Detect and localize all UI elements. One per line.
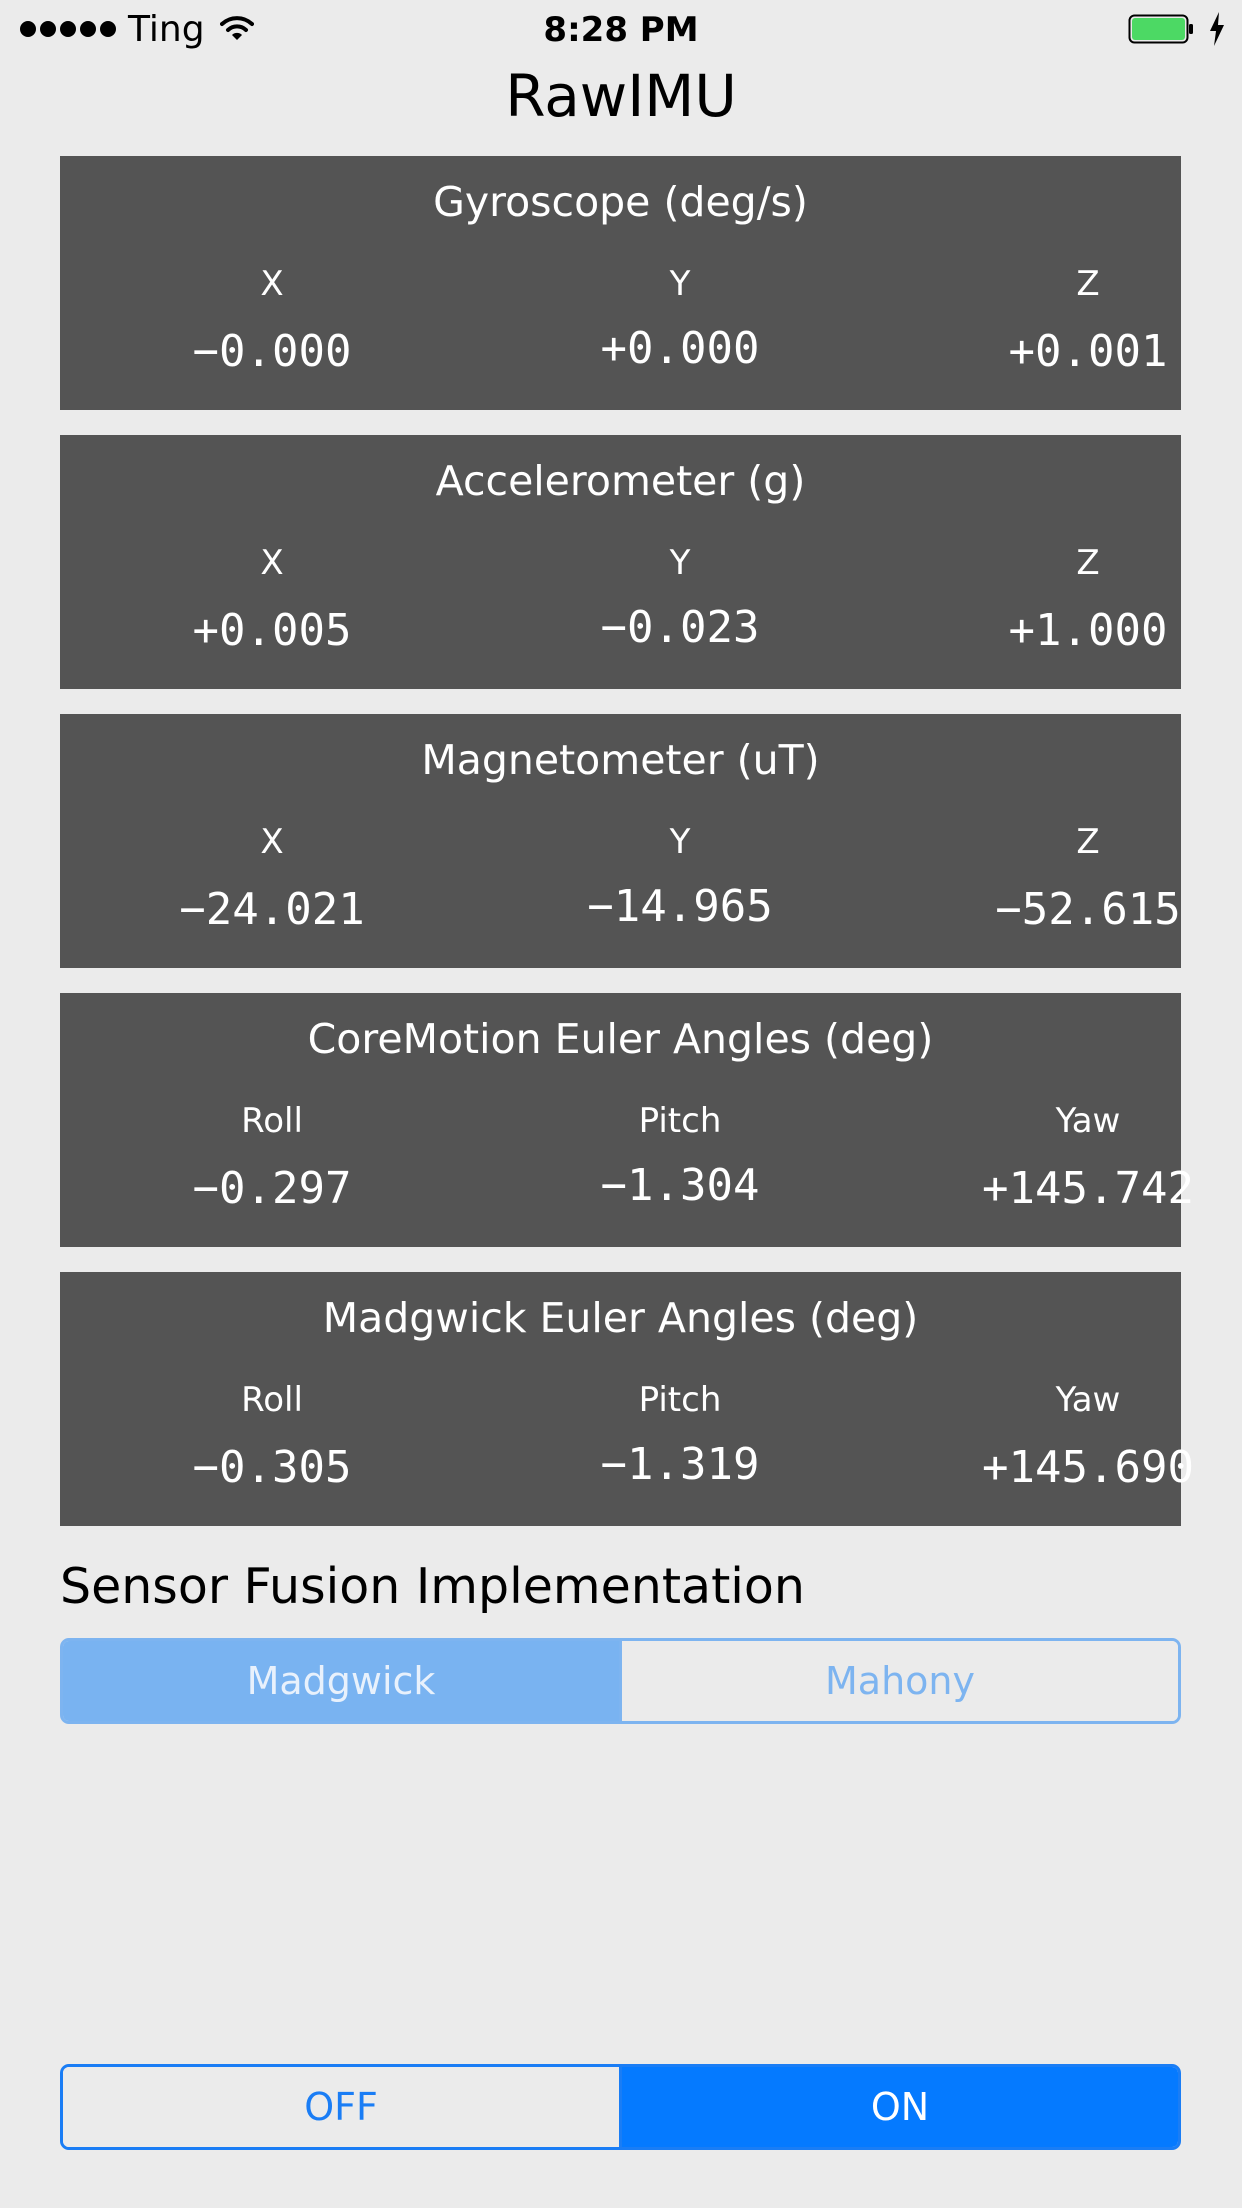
segment-madgwick[interactable]: Madgwick xyxy=(63,1641,619,1721)
signal-dots-icon xyxy=(20,21,116,37)
axis-label: Yaw xyxy=(1055,1380,1121,1420)
axis-label: Roll xyxy=(241,1380,303,1420)
axis-value: −0.305 xyxy=(192,1442,352,1493)
axis-label: Z xyxy=(1076,822,1100,862)
axis-label: X xyxy=(260,264,284,304)
axis-label: Y xyxy=(669,543,691,583)
axis-value: +0.005 xyxy=(192,605,352,656)
charging-bolt-icon xyxy=(1210,12,1224,46)
axis-value: −52.615 xyxy=(995,884,1181,935)
axis-value: −1.319 xyxy=(600,1439,760,1490)
segment-on[interactable]: ON xyxy=(619,2067,1178,2147)
app-title: RawIMU xyxy=(505,62,737,130)
carrier-name: Ting xyxy=(128,9,205,50)
axis-label: Pitch xyxy=(638,1101,722,1141)
segment-off[interactable]: OFF xyxy=(63,2067,619,2147)
axis-value: +145.742 xyxy=(982,1163,1194,1214)
status-time: 8:28 PM xyxy=(543,10,699,50)
axis-label: Z xyxy=(1076,264,1100,304)
gyroscope-panel: Gyroscope (deg/s) X −0.000 Y +0.000 Z +0… xyxy=(60,156,1181,410)
fusion-segmented-control[interactable]: Madgwick Mahony xyxy=(60,1638,1181,1724)
panel-title: Magnetometer (uT) xyxy=(421,736,820,784)
axis-value: +0.001 xyxy=(1008,326,1168,377)
axis-value: −14.965 xyxy=(587,881,773,932)
axis-label: X xyxy=(260,822,284,862)
sensor-fusion-label: Sensor Fusion Implementation xyxy=(60,1558,805,1615)
axis-value: +145.690 xyxy=(982,1442,1194,1493)
axis-label: Roll xyxy=(241,1101,303,1141)
segment-mahony[interactable]: Mahony xyxy=(619,1641,1178,1721)
axis-label: X xyxy=(260,543,284,583)
magnetometer-panel: Magnetometer (uT) X −24.021 Y −14.965 Z … xyxy=(60,714,1181,968)
axis-value: +0.000 xyxy=(600,323,760,374)
wifi-icon xyxy=(220,16,254,40)
panel-title: CoreMotion Euler Angles (deg) xyxy=(307,1015,934,1063)
axis-value: −24.021 xyxy=(179,884,365,935)
madgwick-euler-panel: Madgwick Euler Angles (deg) Roll −0.305 … xyxy=(60,1272,1194,1526)
battery-icon xyxy=(1128,14,1193,44)
power-segmented-control[interactable]: OFF ON xyxy=(60,2064,1181,2150)
axis-label: Pitch xyxy=(638,1380,722,1420)
axis-value: −0.297 xyxy=(192,1163,352,1214)
axis-label: Y xyxy=(669,264,691,304)
axis-value: +1.000 xyxy=(1008,605,1168,656)
axis-value: −1.304 xyxy=(600,1160,760,1211)
coremotion-euler-panel: CoreMotion Euler Angles (deg) Roll −0.29… xyxy=(60,993,1194,1247)
panel-title: Accelerometer (g) xyxy=(435,457,806,505)
panel-title: Gyroscope (deg/s) xyxy=(433,178,808,226)
axis-label: Yaw xyxy=(1055,1101,1121,1141)
axis-label: Z xyxy=(1076,543,1100,583)
panel-title: Madgwick Euler Angles (deg) xyxy=(322,1294,919,1342)
axis-value: −0.023 xyxy=(600,602,760,653)
axis-label: Y xyxy=(669,822,691,862)
axis-value: −0.000 xyxy=(192,326,352,377)
status-bar: Ting 8:28 PM xyxy=(0,0,1242,60)
accelerometer-panel: Accelerometer (g) X +0.005 Y −0.023 Z +1… xyxy=(60,435,1181,689)
